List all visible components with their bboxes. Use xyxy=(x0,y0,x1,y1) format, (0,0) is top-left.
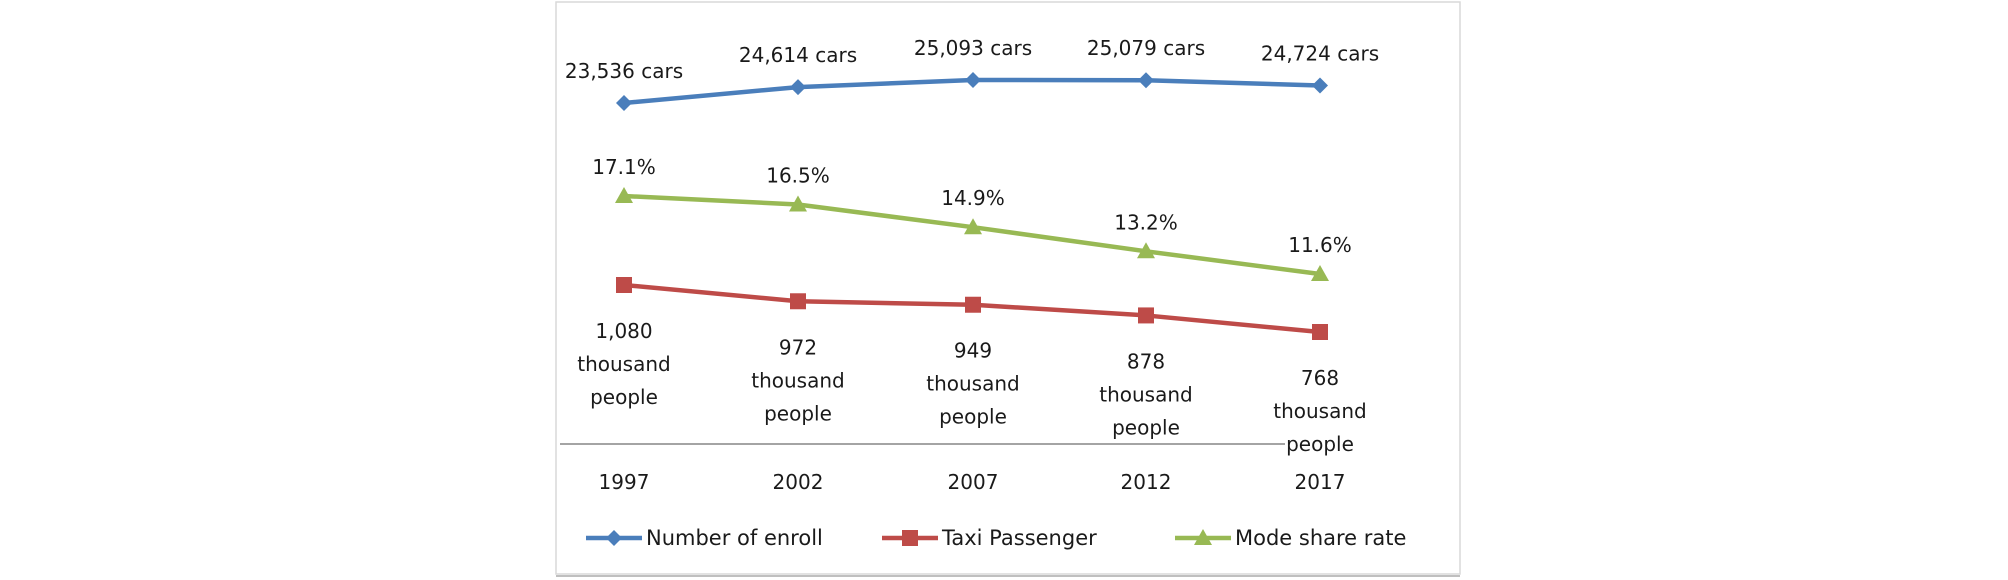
legend-label: Mode share rate xyxy=(1235,526,1406,550)
legend-item-mode-share-rate: Mode share rate xyxy=(1175,526,1406,550)
x-tick-2007: 2007 xyxy=(948,470,999,494)
data-label-mode-share-rate-1997: 17.1% xyxy=(592,155,656,179)
series-layer xyxy=(615,72,1329,340)
data-label-number-of-enroll-2007: 25,093 cars xyxy=(914,36,1032,60)
data-label-mode-share-rate-2002: 16.5% xyxy=(766,164,830,188)
x-tick-2012: 2012 xyxy=(1121,470,1172,494)
data-point-mode-share-rate-1997 xyxy=(615,187,633,203)
data-label-number-of-enroll-1997: 23,536 cars xyxy=(565,59,683,83)
legend: Number of enroll Taxi Passenger Mode share… xyxy=(586,526,1406,550)
data-label-taxi-passenger-1997: 1,080 thousand people xyxy=(577,319,670,409)
data-label-mode-share-rate-2017: 11.6% xyxy=(1288,233,1352,257)
data-labels-layer: 23,536 cars 24,614 cars 25,093 cars 25,079 … xyxy=(565,36,1379,456)
data-point-taxi-passenger-2017 xyxy=(1312,324,1328,340)
data-point-mode-share-rate-2007 xyxy=(964,218,982,235)
x-tick-2017: 2017 xyxy=(1295,470,1346,494)
data-label-number-of-enroll-2017: 24,724 cars xyxy=(1261,41,1379,65)
data-point-number-of-enroll-2002 xyxy=(790,79,806,96)
data-point-mode-share-rate-2012 xyxy=(1137,242,1155,259)
legend-item-number-of-enroll: Number of enroll xyxy=(586,526,823,550)
legend-square-icon xyxy=(902,530,918,546)
data-label-taxi-passenger-2017: 768 thousand people xyxy=(1273,366,1366,456)
data-label-number-of-enroll-2002: 24,614 cars xyxy=(739,43,857,67)
data-label-mode-share-rate-2012: 13.2% xyxy=(1114,210,1178,234)
data-point-taxi-passenger-2002 xyxy=(790,293,806,310)
legend-label: Number of enroll xyxy=(646,526,823,550)
data-label-taxi-passenger-2002: 972 thousand people xyxy=(751,335,844,425)
data-point-taxi-passenger-1997 xyxy=(616,277,632,293)
data-point-taxi-passenger-2012 xyxy=(1138,307,1154,324)
data-point-number-of-enroll-2017 xyxy=(1312,77,1328,94)
data-point-taxi-passenger-2007 xyxy=(965,296,981,313)
data-label-taxi-passenger-2007: 949 thousand people xyxy=(926,339,1019,429)
legend-diamond-icon xyxy=(606,530,622,546)
x-tick-1997: 1997 xyxy=(599,470,650,494)
data-label-number-of-enroll-2012: 25,079 cars xyxy=(1087,36,1205,60)
data-label-mode-share-rate-2007: 14.9% xyxy=(941,186,1005,210)
data-point-mode-share-rate-2002 xyxy=(789,195,807,212)
legend-label: Taxi Passenger xyxy=(941,526,1097,550)
data-point-number-of-enroll-2012 xyxy=(1138,72,1154,89)
x-tick-2002: 2002 xyxy=(773,470,824,494)
data-point-number-of-enroll-1997 xyxy=(616,95,632,111)
data-point-number-of-enroll-2007 xyxy=(965,72,981,88)
legend-triangle-icon xyxy=(1194,529,1212,545)
data-point-mode-share-rate-2017 xyxy=(1311,265,1329,281)
x-tick-labels: 1997 2002 2007 2012 2017 xyxy=(599,470,1346,494)
legend-item-taxi-passenger: Taxi Passenger xyxy=(882,526,1097,550)
data-label-taxi-passenger-2012: 878 thousand people xyxy=(1099,349,1192,439)
